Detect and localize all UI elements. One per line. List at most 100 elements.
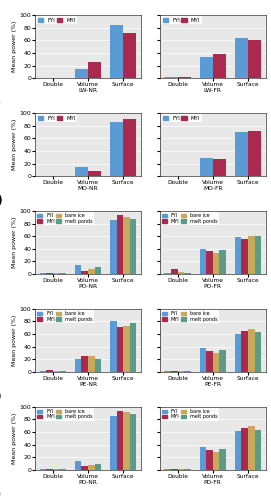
- Bar: [241, 428, 248, 470]
- Bar: [82, 466, 88, 470]
- Bar: [248, 426, 254, 470]
- Bar: [199, 348, 206, 372]
- Bar: [248, 132, 261, 176]
- Bar: [110, 322, 117, 372]
- Bar: [178, 77, 191, 78]
- Bar: [75, 461, 82, 470]
- Bar: [164, 273, 171, 274]
- Bar: [213, 54, 226, 78]
- Bar: [184, 273, 191, 274]
- Bar: [235, 431, 241, 470]
- Bar: [235, 38, 248, 78]
- Bar: [110, 220, 117, 274]
- Bar: [171, 371, 178, 372]
- Bar: [88, 356, 95, 372]
- Bar: [88, 269, 95, 274]
- Bar: [248, 40, 261, 78]
- Bar: [164, 371, 171, 372]
- Bar: [88, 62, 101, 78]
- Bar: [130, 414, 137, 470]
- Bar: [178, 371, 184, 372]
- Text: d): d): [0, 391, 2, 401]
- Bar: [110, 416, 117, 470]
- Bar: [178, 272, 184, 274]
- Bar: [206, 450, 213, 470]
- Bar: [178, 468, 184, 470]
- Bar: [235, 334, 241, 372]
- Y-axis label: Mean power (%): Mean power (%): [12, 412, 17, 464]
- Bar: [206, 252, 213, 274]
- Legend: FYI, MYI, bare ice, melt ponds: FYI, MYI, bare ice, melt ponds: [161, 310, 219, 322]
- Bar: [164, 77, 178, 78]
- Bar: [254, 430, 261, 470]
- Bar: [213, 159, 226, 176]
- Bar: [117, 214, 123, 274]
- Bar: [123, 216, 130, 274]
- Bar: [75, 265, 82, 274]
- Bar: [110, 25, 123, 78]
- Bar: [248, 329, 254, 372]
- Bar: [241, 331, 248, 372]
- Bar: [46, 370, 53, 372]
- Bar: [95, 464, 101, 470]
- Bar: [123, 118, 137, 176]
- Bar: [123, 32, 137, 78]
- Legend: FYI, MYI, bare ice, melt ponds: FYI, MYI, bare ice, melt ponds: [36, 408, 94, 420]
- Legend: FYI, MYI, bare ice, melt ponds: FYI, MYI, bare ice, melt ponds: [161, 212, 219, 225]
- Bar: [171, 269, 178, 274]
- Bar: [88, 171, 101, 176]
- Legend: FYI, MYI: FYI, MYI: [36, 16, 77, 24]
- Bar: [235, 238, 241, 274]
- Bar: [219, 448, 226, 470]
- Bar: [248, 236, 254, 274]
- Bar: [213, 353, 219, 372]
- Y-axis label: Mean power (%): Mean power (%): [12, 217, 17, 268]
- Bar: [164, 468, 171, 470]
- Bar: [117, 411, 123, 470]
- Bar: [110, 122, 123, 176]
- Bar: [213, 253, 219, 274]
- Bar: [184, 371, 191, 372]
- Legend: FYI, MYI, bare ice, melt ponds: FYI, MYI, bare ice, melt ponds: [161, 408, 219, 420]
- Bar: [82, 356, 88, 372]
- Bar: [130, 219, 137, 274]
- Bar: [213, 452, 219, 470]
- Bar: [75, 168, 88, 176]
- Y-axis label: Mean power (%): Mean power (%): [12, 119, 17, 170]
- Bar: [219, 350, 226, 372]
- Text: a): a): [0, 97, 2, 107]
- Legend: FYI, MYI, bare ice, melt ponds: FYI, MYI, bare ice, melt ponds: [36, 310, 94, 322]
- Bar: [82, 271, 88, 274]
- Bar: [117, 327, 123, 372]
- Bar: [254, 332, 261, 372]
- Bar: [235, 132, 248, 176]
- Legend: FYI, MYI: FYI, MYI: [36, 114, 77, 122]
- Bar: [171, 468, 178, 470]
- Bar: [219, 250, 226, 274]
- Bar: [199, 158, 213, 176]
- Y-axis label: Mean power (%): Mean power (%): [12, 21, 17, 72]
- Bar: [254, 236, 261, 274]
- Bar: [95, 359, 101, 372]
- Bar: [75, 68, 88, 78]
- Bar: [123, 412, 130, 470]
- Text: e): e): [0, 489, 2, 499]
- Bar: [241, 240, 248, 274]
- Legend: FYI, MYI: FYI, MYI: [161, 16, 202, 24]
- Bar: [206, 351, 213, 372]
- Y-axis label: Mean power (%): Mean power (%): [12, 315, 17, 366]
- Bar: [199, 58, 213, 78]
- Text: c): c): [0, 293, 1, 303]
- Bar: [75, 360, 82, 372]
- Bar: [53, 371, 59, 372]
- Bar: [88, 465, 95, 470]
- Bar: [199, 447, 206, 470]
- Text: b): b): [0, 195, 2, 205]
- Legend: FYI, MYI: FYI, MYI: [161, 114, 202, 122]
- Bar: [95, 266, 101, 274]
- Bar: [123, 326, 130, 372]
- Legend: FYI, MYI, bare ice, melt ponds: FYI, MYI, bare ice, melt ponds: [36, 212, 94, 225]
- Bar: [130, 323, 137, 372]
- Bar: [184, 468, 191, 470]
- Bar: [199, 249, 206, 274]
